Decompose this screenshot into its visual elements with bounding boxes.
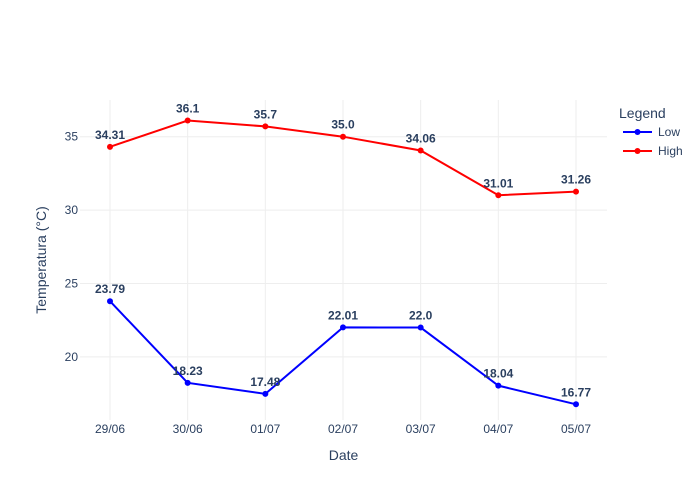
x-tick-label: 01/07 [250, 422, 280, 436]
legend-marker-low [634, 129, 641, 135]
legend[interactable]: Legend Low High [619, 105, 683, 158]
data-label-high: 31.01 [483, 176, 513, 190]
data-label-low: 23.79 [95, 282, 125, 296]
legend-item-high[interactable]: High [623, 144, 683, 158]
data-point-low[interactable] [184, 379, 191, 386]
data-label-high: 34.06 [406, 131, 436, 145]
data-label-high: 35.7 [254, 107, 278, 121]
axes: Date Temperatura (°C) 29/06 30/06 01/07 02/… [33, 130, 591, 463]
data-label-low: 17.48 [250, 375, 280, 389]
data-point-low[interactable] [495, 382, 502, 389]
data-label-low: 18.04 [483, 367, 513, 381]
data-label-high: 36.1 [176, 102, 200, 116]
gridlines [80, 100, 607, 420]
data-point-high[interactable] [262, 123, 269, 130]
data-label-high: 34.31 [95, 128, 125, 142]
x-axis-title: Date [329, 447, 359, 463]
y-tick-label: 30 [65, 203, 79, 217]
data-label-high: 31.26 [561, 173, 591, 187]
y-axis-title: Temperatura (°C) [33, 206, 49, 314]
data-point-low[interactable] [417, 324, 424, 331]
data-point-high[interactable] [184, 117, 191, 124]
data-point-low[interactable] [573, 401, 579, 408]
data-label-low: 16.77 [561, 385, 591, 399]
legend-label-high: High [658, 144, 683, 158]
data-label-high: 35.0 [331, 118, 355, 132]
data-label-low: 22.01 [328, 308, 358, 322]
legend-marker-high [634, 148, 641, 154]
data-point-high[interactable] [495, 192, 502, 199]
legend-item-low[interactable]: Low [623, 125, 680, 139]
y-tick-label: 35 [65, 130, 79, 144]
y-tick-label: 25 [65, 276, 79, 290]
x-tick-label: 05/07 [561, 422, 591, 436]
data-point-high[interactable] [340, 133, 346, 140]
data-point-low[interactable] [262, 390, 269, 397]
x-tick-label: 02/07 [328, 422, 358, 436]
data-point-low[interactable] [107, 298, 113, 305]
legend-title: Legend [619, 105, 666, 121]
legend-label-low: Low [658, 125, 680, 139]
data-point-low[interactable] [340, 324, 346, 331]
data-label-low: 18.23 [173, 364, 203, 378]
x-tick-label: 29/06 [95, 422, 125, 436]
x-tick-label: 03/07 [406, 422, 436, 436]
series-lines [107, 117, 579, 408]
data-label-low: 22.0 [409, 309, 433, 323]
data-point-high[interactable] [417, 147, 424, 154]
y-tick-label: 20 [65, 350, 79, 364]
data-labels: 23.79 18.23 17.48 22.01 22.0 18.04 16.77 34.31 3… [95, 102, 591, 400]
data-point-high[interactable] [573, 188, 579, 195]
x-tick-label: 04/07 [483, 422, 513, 436]
x-tick-label: 30/06 [173, 422, 203, 436]
data-point-high[interactable] [107, 143, 113, 150]
